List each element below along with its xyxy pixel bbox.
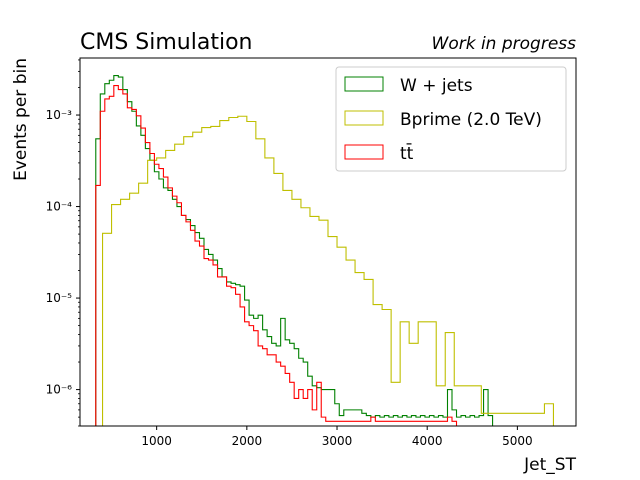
legend-label-bprime: Bprime (2.0 TeV) bbox=[400, 110, 542, 130]
y-tick-label: 10⁻⁵ bbox=[46, 291, 73, 305]
title-left: CMS Simulation bbox=[80, 30, 253, 55]
title-right: Work in progress bbox=[432, 34, 577, 54]
y-axis-label: Events per bin bbox=[11, 58, 31, 181]
legend-label-wjets: W + jets bbox=[400, 76, 473, 96]
x-tick-label: 4000 bbox=[412, 434, 443, 448]
legend-frame bbox=[335, 66, 567, 172]
hist-series-bprime bbox=[102, 115, 554, 426]
y-tick-label: 10⁻³ bbox=[46, 108, 73, 122]
legend-swatch-wjets bbox=[344, 76, 384, 92]
x-tick-label: 1000 bbox=[141, 434, 172, 448]
y-tick-label: 10⁻⁶ bbox=[46, 383, 73, 397]
legend-label-ttbar: tt̄ bbox=[400, 142, 414, 164]
legend: W + jets Bprime (2.0 TeV) tt̄ bbox=[335, 66, 567, 172]
axes-frame bbox=[79, 57, 577, 427]
x-axis-ticks: 1000 2000 3000 4000 5000 bbox=[141, 426, 533, 448]
hist-series-ttbar bbox=[95, 85, 458, 426]
hist-series-wjets bbox=[95, 75, 494, 426]
y-axis-ticks: 10⁻⁶ 10⁻⁵ 10⁻⁴ 10⁻³ bbox=[46, 59, 80, 427]
legend-swatch-bprime bbox=[344, 110, 384, 126]
x-tick-label: 2000 bbox=[232, 434, 263, 448]
x-axis-label: Jet_ST bbox=[523, 455, 576, 475]
plot-area: 1000 2000 3000 4000 5000 10⁻⁶ 10⁻⁵ 10⁻⁴ 10⁻³ bbox=[46, 57, 577, 448]
histogram-series-layer bbox=[95, 75, 554, 426]
x-tick-label: 5000 bbox=[502, 434, 533, 448]
y-tick-label: 10⁻⁴ bbox=[46, 200, 73, 214]
legend-swatch-ttbar bbox=[344, 144, 384, 160]
x-tick-label: 3000 bbox=[322, 434, 353, 448]
